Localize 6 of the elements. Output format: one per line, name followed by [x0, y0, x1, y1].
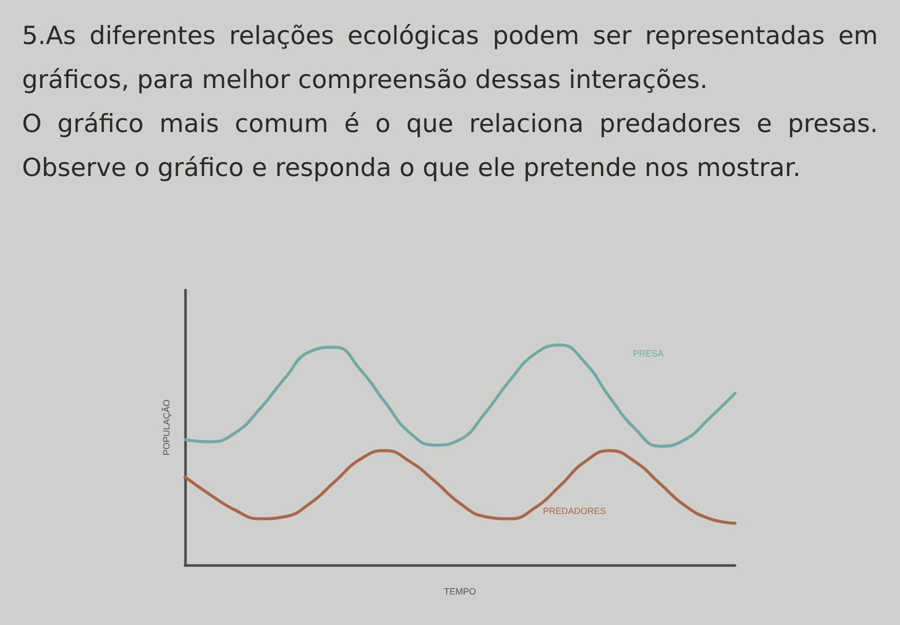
series-label: PREDADORES [543, 506, 606, 516]
y-axis-title: POPULAÇÃO [162, 399, 172, 456]
text: PRESA [633, 348, 664, 358]
chart-title: 5.As diferentes relações ecológicas podem ser representadas em gráficos, para melhor compreensão dessas interações. [22, 20, 878, 96]
chart-subtitle: O gráfico mais comum é o que relaciona predadores e presas. Observe o gráfico e responda o que ele pretende nos mostrar. [22, 108, 878, 184]
x-axis-title: TEMPO [444, 586, 476, 596]
